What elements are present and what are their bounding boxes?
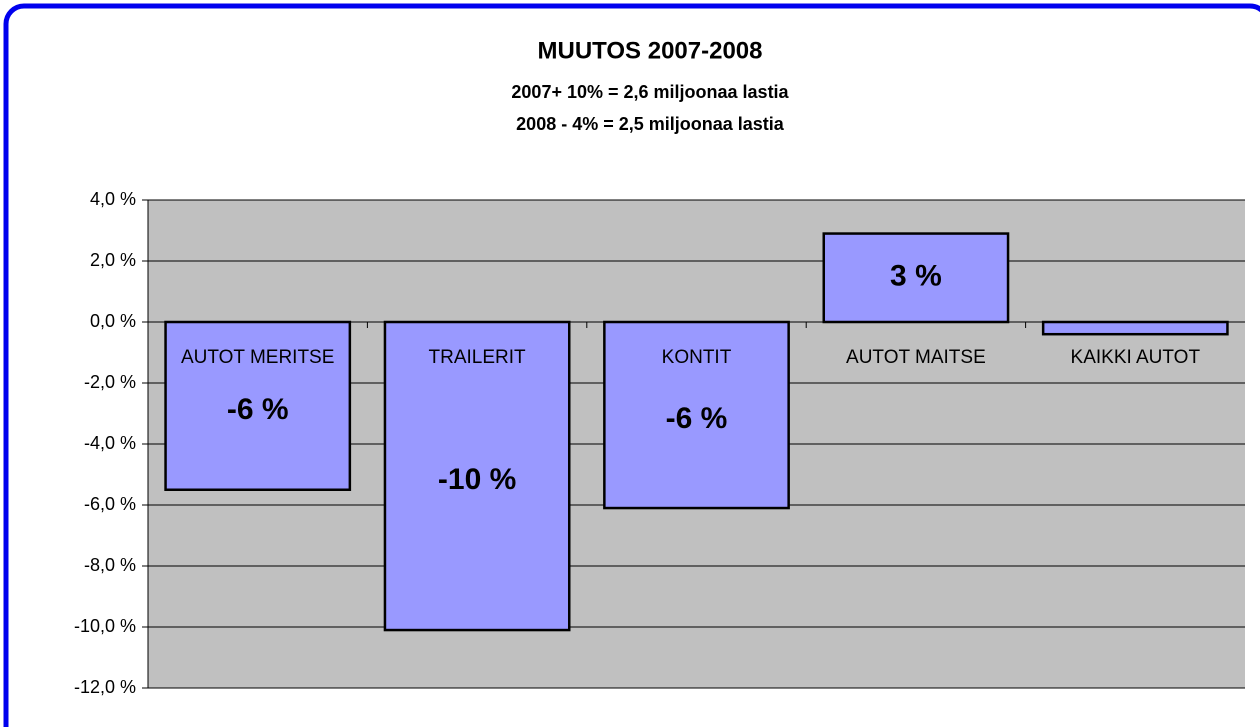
value-label: -10 % [438,463,516,496]
y-tick-label: -4,0 % [84,433,136,453]
y-tick-label: -10,0 % [74,616,136,636]
y-tick-label: -8,0 % [84,555,136,575]
value-label: 3 % [890,260,942,293]
x-tick-label: KONTIT [662,347,732,368]
y-tick-label: 2,0 % [90,250,136,270]
value-label: -6 % [227,393,289,426]
y-tick-label: -12,0 % [74,677,136,697]
x-tick-label: AUTOT MAITSE [846,347,986,368]
x-tick-label: AUTOT MERITSE [181,347,334,368]
bar [822,232,1010,324]
chart-subtitle: 2007+ 10% = 2,6 miljoonaa lastia [511,82,789,102]
bar [603,320,790,510]
y-tick-label: 4,0 % [90,189,136,209]
y-tick-label: -6,0 % [84,494,136,514]
value-label: -6 % [666,402,728,435]
x-tick-label: KAIKKI AUTOT [1071,347,1201,368]
chart-title: MUUTOS 2007-2008 [538,37,763,64]
bar [383,320,571,632]
y-tick-label: 0,0 % [90,311,136,331]
bar [1041,320,1229,336]
bar [164,320,352,491]
y-tick-label: -2,0 % [84,372,136,392]
x-tick-label: TRAILERIT [429,347,527,368]
chart-subtitle: 2008 - 4% = 2,5 miljoonaa lastia [516,114,785,134]
